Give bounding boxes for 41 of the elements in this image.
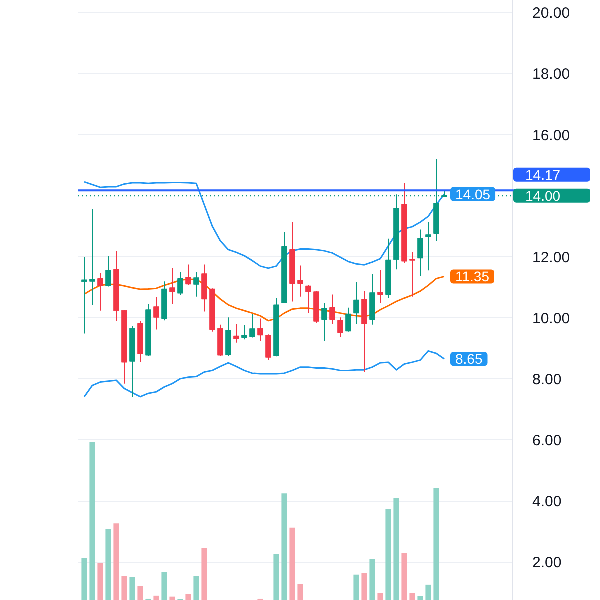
data-label: 11.35 [456,268,490,285]
candlestick [258,318,264,342]
candlestick [106,255,112,288]
y-tick-label: 2.00 [532,554,562,572]
y-tick-label: 10.00 [532,310,570,328]
candlestick [426,222,432,272]
ref-line-label: 14.00 [526,188,561,204]
candlestick [378,269,384,304]
candlestick [178,272,184,296]
y-tick-label: 4.00 [532,494,562,511]
candlestick [330,294,336,324]
y-tick-label: 12.00 [532,249,570,266]
line-series [84,181,446,270]
data-label: 8.65 [456,351,483,368]
candlestick [242,325,248,340]
candlestick [250,314,256,338]
candlestick [98,272,104,312]
candlestick [338,317,344,338]
candlestick [82,256,88,334]
candlestick [234,324,240,344]
candlestick [418,229,424,277]
y-tick-label: 18.00 [532,66,570,84]
y-tick-label: 8.00 [532,371,562,388]
candlestick [90,208,96,306]
candlestick [410,251,416,298]
candlestick [322,303,328,342]
data-label: 14.05 [456,186,491,202]
candlestick [154,296,160,330]
candlestick [298,265,304,298]
y-tick-label: 16.00 [532,127,570,144]
candlestick [346,307,352,332]
line-series [84,350,446,398]
candlestick [266,334,272,361]
candlestick [194,272,200,298]
y-tick-label: 6.00 [532,432,562,450]
candlestick [354,282,360,324]
candlestick [306,285,312,314]
y-tick-label: 20.00 [532,5,570,22]
ref-line-label: 14.17 [526,166,561,183]
candlestick [170,268,176,305]
candlestick [186,264,192,286]
